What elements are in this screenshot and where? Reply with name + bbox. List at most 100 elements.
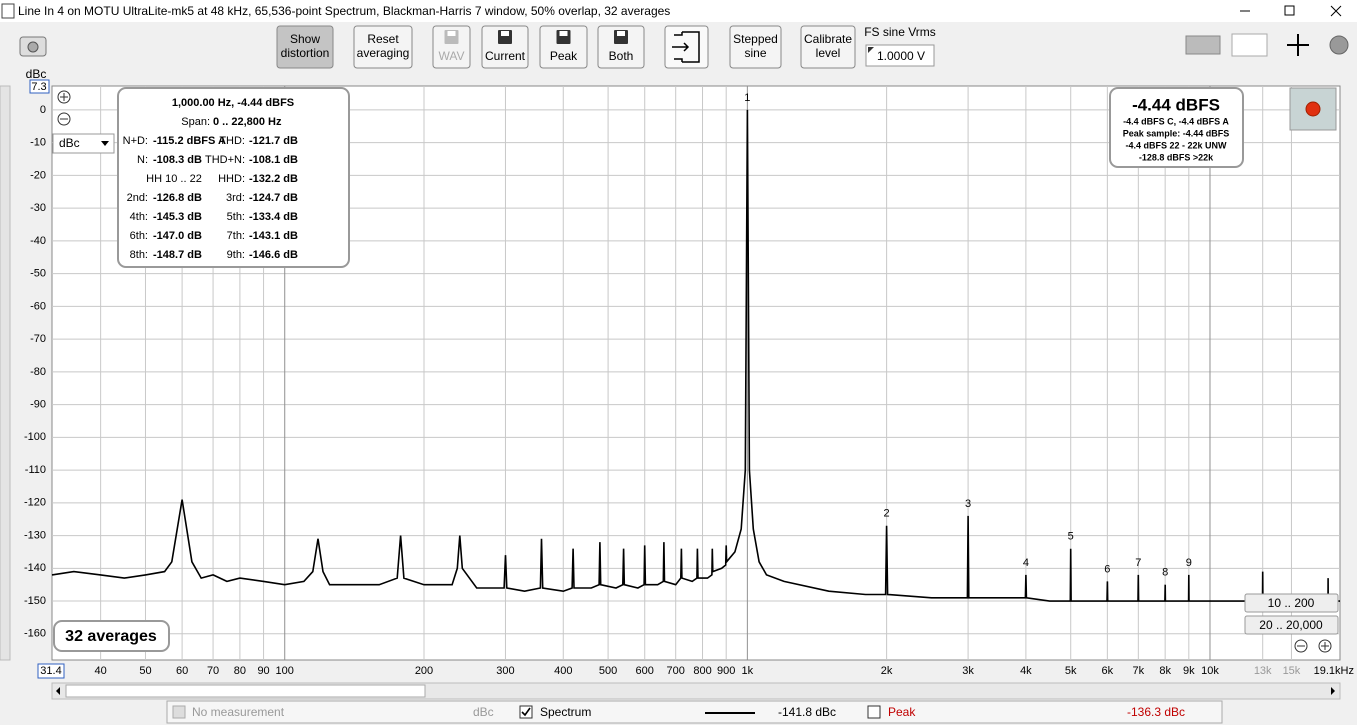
x-tick-label: 4k	[1020, 665, 1032, 677]
close[interactable]	[1330, 5, 1342, 17]
checkbox-spectrum[interactable]	[519, 705, 533, 719]
harmonic-label: 4	[1023, 557, 1029, 569]
dist-value: -132.2 dB	[249, 173, 298, 185]
toolbar-button[interactable]	[432, 25, 471, 69]
y-tick-label: -90	[30, 399, 46, 411]
y-tick-label: -30	[30, 202, 46, 214]
harmonic-label: 8	[1162, 567, 1168, 579]
distortion-header: 1,000.00 Hz, -4.44 dBFS	[172, 97, 294, 109]
columns-icon[interactable]	[1231, 33, 1268, 57]
x-tick-label: 100	[276, 665, 294, 677]
dist-value: -115.2 dBFS A	[153, 135, 226, 147]
dist-value: -133.4 dB	[249, 211, 298, 223]
y-tick-label: 0	[40, 104, 46, 116]
toolbar-button-label: WAV	[439, 49, 465, 63]
averages: 32 averages	[65, 628, 157, 645]
dist-label: 4th:	[130, 211, 148, 223]
zoom-in-x-icon	[1321, 642, 1329, 650]
y-unit: dBc	[26, 67, 47, 81]
dist-value: -146.6 dB	[249, 249, 298, 261]
window-title: Line In 4 on MOTU UltraLite-mk5 at 48 kH…	[18, 4, 670, 18]
toolbar-button[interactable]	[353, 25, 413, 69]
h-scroll-thumb[interactable]	[65, 684, 426, 698]
x-tick-label: 60	[176, 665, 188, 677]
x-tick-label: 10k	[1201, 665, 1219, 677]
x-tick-label: 300	[496, 665, 514, 677]
zoom-button[interactable]	[1244, 615, 1339, 635]
save-icon-label	[501, 31, 509, 36]
toolbar-button[interactable]	[729, 25, 782, 69]
harmonic-label: 3	[965, 498, 971, 510]
record-led	[1305, 101, 1321, 117]
fs-value: 1.0000 V	[877, 49, 925, 63]
y-tick-label: -160	[24, 628, 46, 640]
toolbar-button-label: Both	[609, 49, 634, 63]
y-tick-label: -130	[24, 529, 46, 541]
toolbar-button[interactable]	[597, 25, 645, 69]
x-tick-label: 800	[693, 665, 711, 677]
y-max-box[interactable]	[29, 79, 50, 94]
harmonic-label: 5	[1068, 531, 1074, 543]
settings-icon[interactable]	[1329, 35, 1349, 55]
legend-spectrum: Spectrum	[540, 705, 591, 719]
dist-value: -145.3 dB	[153, 211, 202, 223]
import-icon	[672, 31, 700, 63]
zoom-button[interactable]	[1244, 593, 1339, 613]
unit-dropdown-value: dBc	[59, 136, 80, 150]
level-main: -4.44 dBFS	[1132, 95, 1220, 114]
no-measurement-unit: dBc	[473, 705, 494, 719]
x-tick-label: 40	[95, 665, 107, 677]
toolbar-button-label: distortion	[281, 46, 330, 60]
x-min: 31.4	[40, 665, 61, 677]
x-tick-label: 200	[415, 665, 433, 677]
x-tick-label: 6k	[1102, 665, 1114, 677]
toolbar-button[interactable]	[539, 25, 588, 69]
zoom-fit-icon[interactable]	[1287, 34, 1309, 56]
dist-label: N:	[137, 154, 148, 166]
save-icon-label	[559, 31, 568, 36]
toolbar-button[interactable]	[481, 25, 529, 69]
layout-icon[interactable]	[1185, 35, 1221, 55]
peak-readout: -136.3 dBc	[1127, 705, 1185, 719]
side-scroll[interactable]	[0, 85, 11, 661]
level-line: -128.8 dBFS >22k	[1139, 152, 1214, 162]
toolbar-button-label: level	[816, 46, 841, 60]
x-tick-label: 13k	[1254, 665, 1272, 677]
span-label: Span:	[181, 116, 210, 128]
y-tick-label: -60	[30, 300, 46, 312]
y-tick-label: -140	[24, 562, 46, 574]
x-tick-label: 7k	[1133, 665, 1145, 677]
x-min-box[interactable]	[37, 663, 65, 679]
save-icon-label	[617, 31, 625, 36]
unit-dropdown[interactable]	[52, 133, 115, 154]
dist-label: 9th:	[227, 249, 245, 261]
fs-input-corner	[868, 47, 874, 53]
fs-input[interactable]	[865, 44, 935, 67]
dist-value: -108.1 dB	[249, 154, 298, 166]
x-tick-label: 900	[717, 665, 735, 677]
x-tick-label: 90	[257, 665, 269, 677]
dist-label: 8th:	[130, 249, 148, 261]
fs-label: FS sine Vrms	[864, 25, 936, 39]
toolbar-button[interactable]	[276, 25, 334, 69]
checkbox-peak[interactable]	[867, 705, 881, 719]
y-tick-label: -20	[30, 169, 46, 181]
dist-label: HHD:	[218, 173, 245, 185]
span-value: 0 .. 22,800 Hz	[213, 116, 282, 128]
averages-box	[53, 620, 170, 652]
save-icon-label	[447, 31, 456, 36]
checkbox-disabled	[172, 705, 186, 719]
x-tick-label: 15k	[1283, 665, 1301, 677]
dist-value: -124.7 dB	[249, 192, 298, 204]
x-tick-label: 5k	[1065, 665, 1077, 677]
dist-value: -108.3 dB	[153, 154, 202, 166]
y-tick-label: -80	[30, 366, 46, 378]
spectrum-line	[51, 109, 1340, 602]
y-tick-label: -40	[30, 235, 46, 247]
toolbar-button[interactable]	[800, 25, 856, 69]
harmonic-label: 2	[884, 508, 890, 520]
maximize[interactable]	[1284, 5, 1295, 16]
harmonic-label: 7	[1135, 557, 1141, 569]
x-tick-label: 9k	[1183, 665, 1195, 677]
